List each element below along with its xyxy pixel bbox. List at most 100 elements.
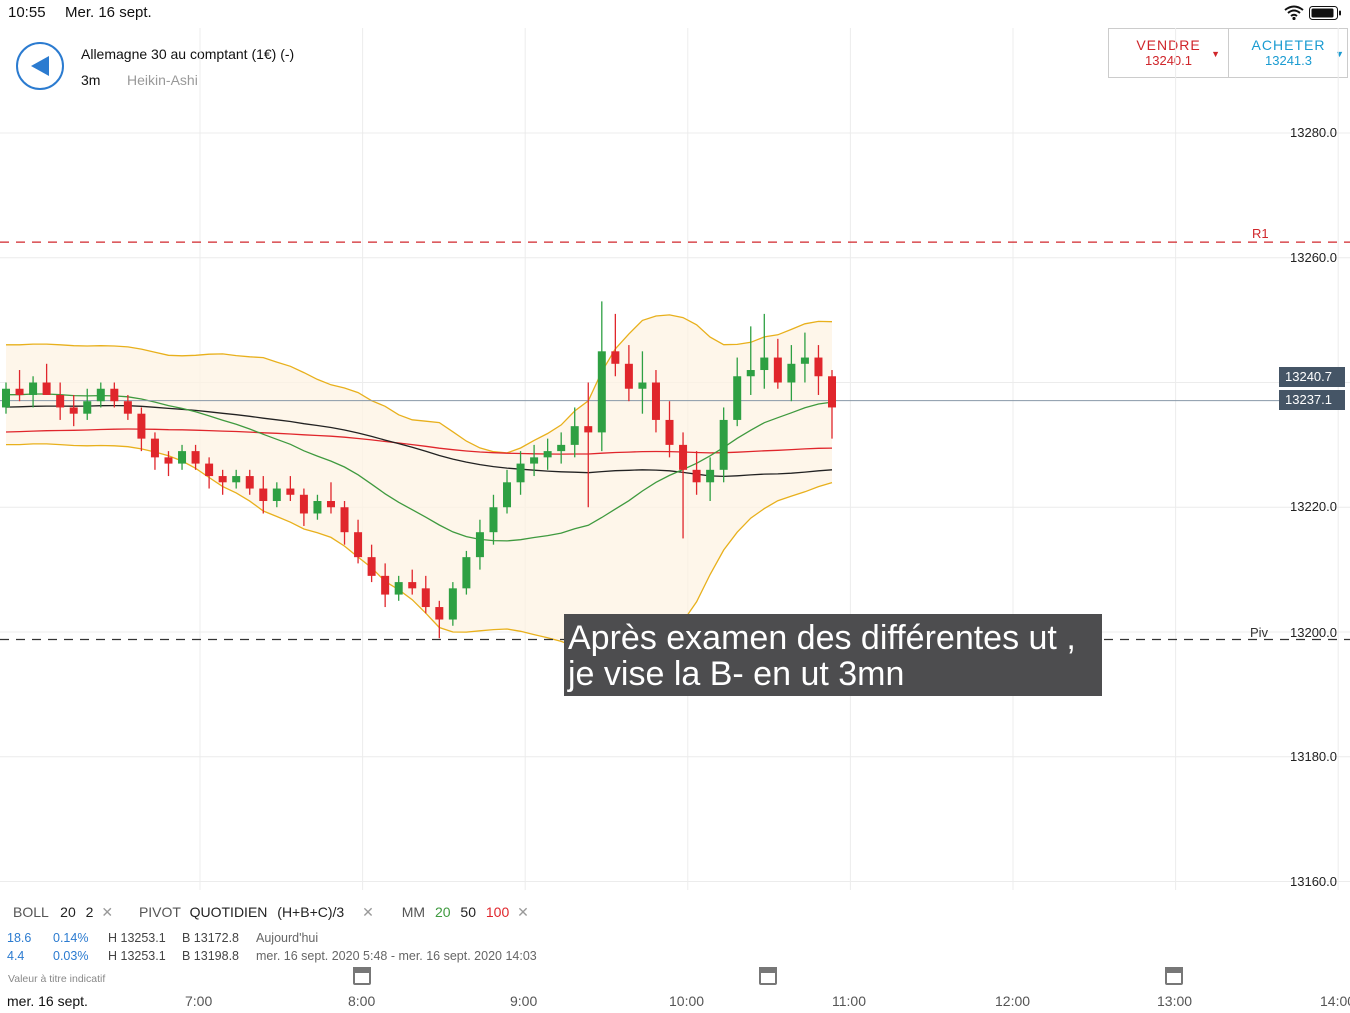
candle-body: [800, 357, 809, 364]
sell-label: VENDRE: [1136, 37, 1201, 53]
candle-body: [137, 413, 146, 439]
x-tick-label: 7:00: [185, 993, 213, 1009]
mm-legend[interactable]: MM: [401, 904, 426, 920]
candle-body: [733, 376, 742, 420]
candle-body: [245, 476, 254, 489]
sell-button[interactable]: VENDRE 13240.1 ▼: [1109, 29, 1229, 77]
x-tick-label: 10:00: [669, 993, 705, 1009]
remove-mm-icon[interactable]: ✕: [517, 904, 529, 920]
candle-body: [218, 476, 227, 483]
candle-body: [394, 582, 403, 595]
candle-body: [489, 507, 498, 533]
candle-body: [313, 501, 322, 514]
battery-icon: [1309, 6, 1343, 26]
x-tick-label: 12:00: [995, 993, 1031, 1009]
candle-body: [259, 488, 268, 502]
candle-body: [679, 444, 688, 470]
candle-body: [584, 426, 593, 433]
x-tick-label: 8:00: [348, 993, 376, 1009]
mm-100: 100: [485, 904, 510, 920]
back-button[interactable]: [16, 42, 64, 90]
candle-body: [746, 370, 755, 377]
bollinger-band-fill: [6, 314, 832, 670]
buy-label: ACHETER: [1251, 37, 1326, 53]
candle-body: [96, 388, 105, 402]
calendar-icon[interactable]: [759, 967, 777, 985]
annotation-line-2: je vise la B- en ut 3mn: [568, 655, 905, 693]
calendar-icon[interactable]: [353, 967, 371, 985]
candle-body: [692, 469, 701, 483]
buy-button[interactable]: ACHETER 13241.3 ▼: [1229, 29, 1348, 77]
trade-panel: VENDRE 13240.1 ▼ ACHETER 13241.3 ▼: [1108, 28, 1348, 78]
change-value: 18.6: [7, 931, 32, 945]
candle-body: [286, 488, 295, 495]
candle-body: [719, 419, 728, 470]
candle-body: [354, 532, 363, 558]
change-value: 4.4: [7, 949, 25, 963]
candle-body: [83, 401, 92, 414]
candle-body: [530, 457, 539, 464]
candle-body: [651, 382, 660, 420]
candle-body: [2, 388, 10, 408]
annotation-line-1: Après examen des différentes ut ,: [568, 619, 1076, 657]
candle-body: [435, 607, 444, 620]
calendar-icon[interactable]: [1165, 967, 1183, 985]
boll-legend[interactable]: BOLL: [13, 904, 49, 920]
indicator-legend: BOLL 20 2 ✕ PIVOT QUOTIDIEN (H+B+C)/3 ✕ …: [13, 904, 529, 921]
timeframe-selector[interactable]: 3m: [81, 72, 101, 88]
disclaimer: Valeur à titre indicatif: [8, 973, 106, 985]
candle-body: [15, 388, 24, 395]
candle-body: [123, 401, 132, 414]
candle-body: [448, 588, 457, 620]
candle-body: [381, 575, 390, 595]
candle-body: [56, 394, 65, 408]
candle-body: [110, 388, 119, 402]
candle-body: [760, 357, 769, 371]
candle-body: [205, 463, 214, 477]
pivot-mode: QUOTIDIEN: [189, 904, 268, 920]
x-tick-label: 9:00: [510, 993, 538, 1009]
buy-price: 13241.3: [1265, 53, 1312, 68]
candle-body: [597, 351, 606, 433]
candle-body: [42, 382, 51, 395]
chart-type-selector[interactable]: Heikin-Ashi: [127, 72, 198, 88]
annotation-caption: Après examen des différentes ut , je vis…: [564, 614, 1102, 696]
candle-body: [408, 582, 417, 589]
candle-body: [272, 488, 281, 502]
candle-body: [232, 476, 241, 483]
candle-body: [191, 451, 200, 464]
status-time: 10:55: [8, 4, 46, 21]
candle-body: [29, 382, 38, 395]
candle-body: [828, 376, 836, 408]
candle-body: [557, 444, 566, 452]
candle-body: [475, 532, 484, 558]
candle-body: [773, 357, 782, 383]
boll-period: 20: [60, 904, 76, 920]
candle-body: [367, 557, 376, 576]
period-label: Aujourd'hui: [256, 931, 319, 945]
bollinger-lower-line: [6, 443, 833, 670]
status-date: Mer. 16 sept.: [65, 4, 152, 21]
remove-pivot-icon[interactable]: ✕: [362, 904, 374, 920]
sell-dropdown-icon: ▼: [1211, 49, 1220, 59]
high-value: H 13253.1: [108, 949, 166, 963]
date-label: mer. 16 sept.: [7, 993, 88, 1009]
y-tick-label: 13180.0: [1290, 749, 1337, 764]
x-tick-label: 13:00: [1157, 993, 1193, 1009]
remove-boll-icon[interactable]: ✕: [101, 904, 114, 920]
change-pct: 0.03%: [53, 949, 89, 963]
candle-body: [638, 382, 647, 389]
bid-price-tag: 13237.1: [1279, 390, 1345, 410]
period-label: mer. 16 sept. 2020 5:48 - mer. 16 sept. …: [256, 949, 537, 963]
mm-50: 50: [460, 904, 476, 920]
arrow-left-icon: [31, 56, 49, 76]
candle-body: [665, 419, 674, 445]
pivot-legend[interactable]: PIVOT: [138, 904, 181, 920]
candle-body: [326, 501, 335, 508]
candle-body: [178, 451, 187, 464]
y-tick-label: 13260.0: [1290, 250, 1337, 265]
candle-body: [516, 463, 525, 483]
boll-deviation: 2: [85, 904, 94, 920]
candle-body: [421, 588, 430, 608]
